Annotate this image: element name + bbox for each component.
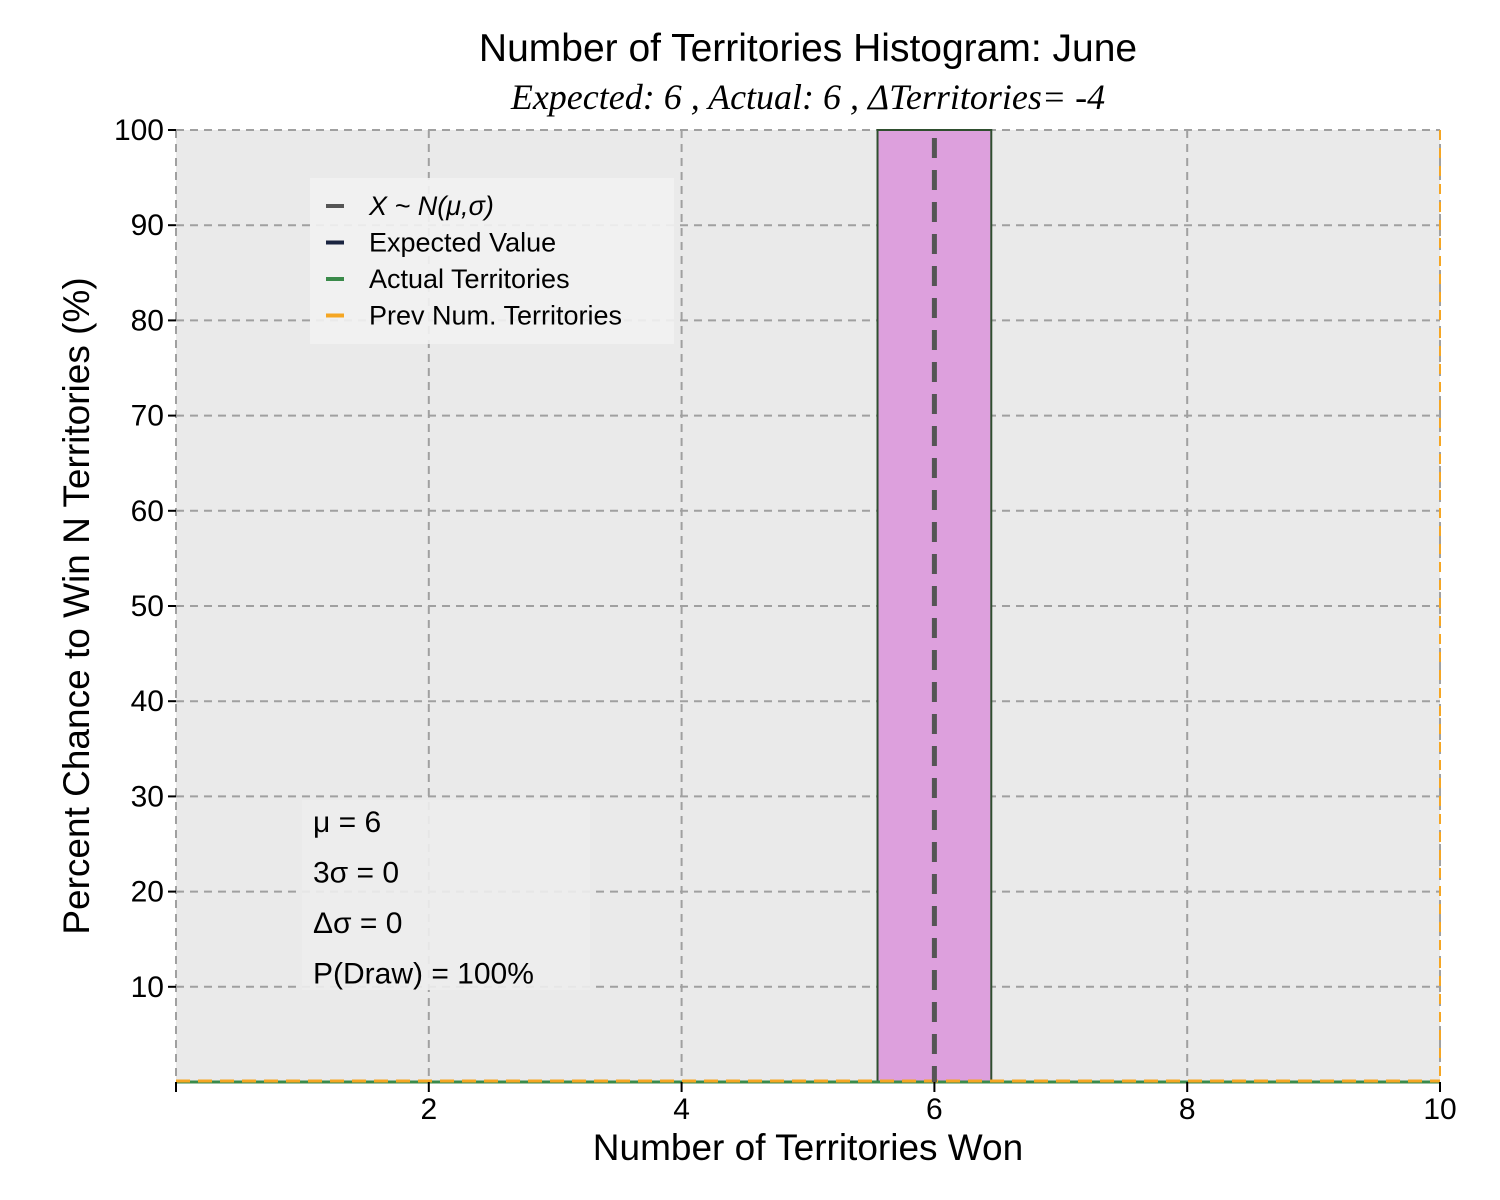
- x-tick-label: 4: [673, 1093, 690, 1126]
- legend-item-actual-label: Actual Territories: [369, 264, 570, 294]
- chart-title: Number of Territories Histogram: June: [479, 27, 1137, 70]
- y-axis-label: Percent Chance to Win N Territories (%): [56, 277, 97, 934]
- legend-item-prev-label: Prev Num. Territories: [369, 301, 622, 331]
- stats-line: 3σ = 0: [313, 857, 399, 890]
- stats-box: μ = 6 3σ = 0 Δσ = 0 P(Draw) = 100%: [302, 800, 590, 991]
- legend-box: [310, 178, 674, 344]
- y-tick-label: 40: [131, 685, 164, 718]
- stats-line: Δσ = 0: [313, 907, 402, 940]
- legend-item-expected-label: Expected Value: [369, 228, 556, 258]
- stats-line: P(Draw) = 100%: [313, 958, 534, 991]
- y-tick-label: 60: [131, 495, 164, 528]
- y-tick-label: 50: [131, 590, 164, 623]
- stats-line: μ = 6: [313, 806, 381, 839]
- y-tick-label: 20: [131, 876, 164, 909]
- y-tick-label: 30: [131, 780, 164, 813]
- legend-item-normal-label: X ~ N(μ,σ): [368, 191, 494, 221]
- x-axis-label: Number of Territories Won: [593, 1127, 1023, 1168]
- y-tick-label: 70: [131, 400, 164, 433]
- chart-subtitle: Expected: 6 , Actual: 6 , ΔTerritories= …: [510, 77, 1105, 117]
- x-tick-label: 10: [1423, 1093, 1456, 1126]
- y-tick-label: 10: [131, 971, 164, 1004]
- y-tick-label: 100: [114, 114, 164, 147]
- legend: X ~ N(μ,σ) Expected Value Actual Territori…: [310, 178, 674, 344]
- x-tick-label: 8: [1179, 1093, 1196, 1126]
- y-tick-label: 90: [131, 209, 164, 242]
- plot-area: 2 4 6 8 10 10 20 30 40 50 60 70 80 90 100 X ~ N(μ,σ) Exp…: [114, 114, 1457, 1126]
- x-tick-label: 6: [926, 1093, 943, 1126]
- x-tick-label: 2: [420, 1093, 437, 1126]
- stats-background: [302, 800, 590, 990]
- y-tick-label: 80: [131, 304, 164, 337]
